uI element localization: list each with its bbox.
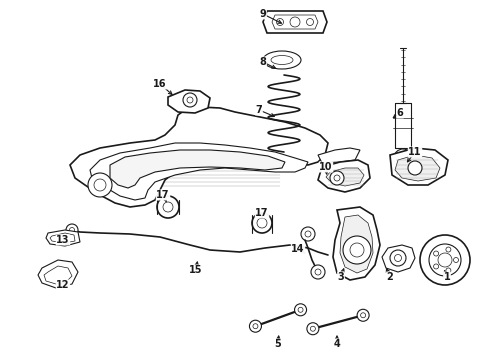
Text: 7: 7: [256, 105, 262, 115]
Circle shape: [394, 149, 412, 167]
Polygon shape: [318, 160, 370, 192]
Text: 17: 17: [255, 208, 269, 218]
Circle shape: [66, 224, 78, 236]
Ellipse shape: [271, 55, 293, 64]
Circle shape: [88, 173, 112, 197]
Polygon shape: [390, 148, 448, 185]
Text: 3: 3: [338, 272, 344, 282]
Circle shape: [390, 250, 406, 266]
Circle shape: [438, 253, 452, 267]
Circle shape: [310, 326, 316, 331]
Circle shape: [446, 247, 451, 252]
Circle shape: [276, 18, 284, 26]
Text: 10: 10: [319, 162, 333, 172]
Circle shape: [343, 236, 371, 264]
Polygon shape: [50, 233, 75, 243]
Polygon shape: [318, 148, 360, 163]
Polygon shape: [333, 207, 380, 280]
Circle shape: [305, 231, 311, 237]
Circle shape: [307, 18, 314, 26]
Text: 11: 11: [408, 147, 422, 157]
Text: 16: 16: [153, 79, 167, 89]
Circle shape: [311, 265, 325, 279]
Circle shape: [394, 255, 401, 261]
Circle shape: [183, 93, 197, 107]
Polygon shape: [110, 150, 285, 188]
Circle shape: [315, 269, 321, 275]
Polygon shape: [70, 107, 328, 207]
Circle shape: [70, 228, 74, 233]
Circle shape: [420, 235, 470, 285]
Circle shape: [330, 171, 344, 185]
Polygon shape: [326, 168, 364, 186]
Polygon shape: [263, 11, 327, 33]
Circle shape: [163, 202, 173, 212]
Circle shape: [454, 257, 459, 262]
Text: 6: 6: [396, 108, 403, 118]
Text: 4: 4: [334, 339, 341, 349]
Circle shape: [94, 179, 106, 191]
Text: 8: 8: [260, 57, 267, 67]
Circle shape: [434, 251, 439, 256]
Circle shape: [307, 323, 319, 335]
Circle shape: [408, 161, 422, 175]
Polygon shape: [168, 90, 210, 113]
Circle shape: [429, 244, 461, 276]
Text: 14: 14: [291, 244, 305, 254]
Circle shape: [290, 17, 300, 27]
Circle shape: [157, 196, 179, 218]
Circle shape: [350, 243, 364, 257]
Circle shape: [434, 264, 439, 269]
Polygon shape: [340, 215, 373, 273]
Circle shape: [446, 268, 451, 273]
Text: 1: 1: [443, 272, 450, 282]
Ellipse shape: [263, 51, 301, 69]
Circle shape: [257, 218, 267, 228]
Polygon shape: [46, 230, 80, 246]
Text: 17: 17: [156, 190, 170, 200]
Text: 13: 13: [56, 235, 70, 245]
Circle shape: [298, 307, 303, 312]
Circle shape: [187, 97, 193, 103]
Circle shape: [361, 313, 366, 318]
Circle shape: [399, 154, 407, 162]
Circle shape: [253, 324, 258, 329]
Circle shape: [357, 309, 369, 321]
Text: 9: 9: [260, 9, 267, 19]
Circle shape: [294, 304, 307, 316]
Text: 12: 12: [56, 280, 70, 290]
Circle shape: [252, 213, 272, 233]
Polygon shape: [44, 266, 72, 284]
Polygon shape: [90, 143, 308, 200]
Polygon shape: [38, 260, 78, 288]
Text: 2: 2: [387, 272, 393, 282]
Text: 15: 15: [189, 265, 203, 275]
Circle shape: [249, 320, 262, 332]
Polygon shape: [395, 155, 440, 181]
Circle shape: [334, 175, 340, 181]
Text: 5: 5: [274, 339, 281, 349]
Polygon shape: [272, 15, 318, 29]
Circle shape: [301, 227, 315, 241]
Polygon shape: [382, 245, 415, 272]
